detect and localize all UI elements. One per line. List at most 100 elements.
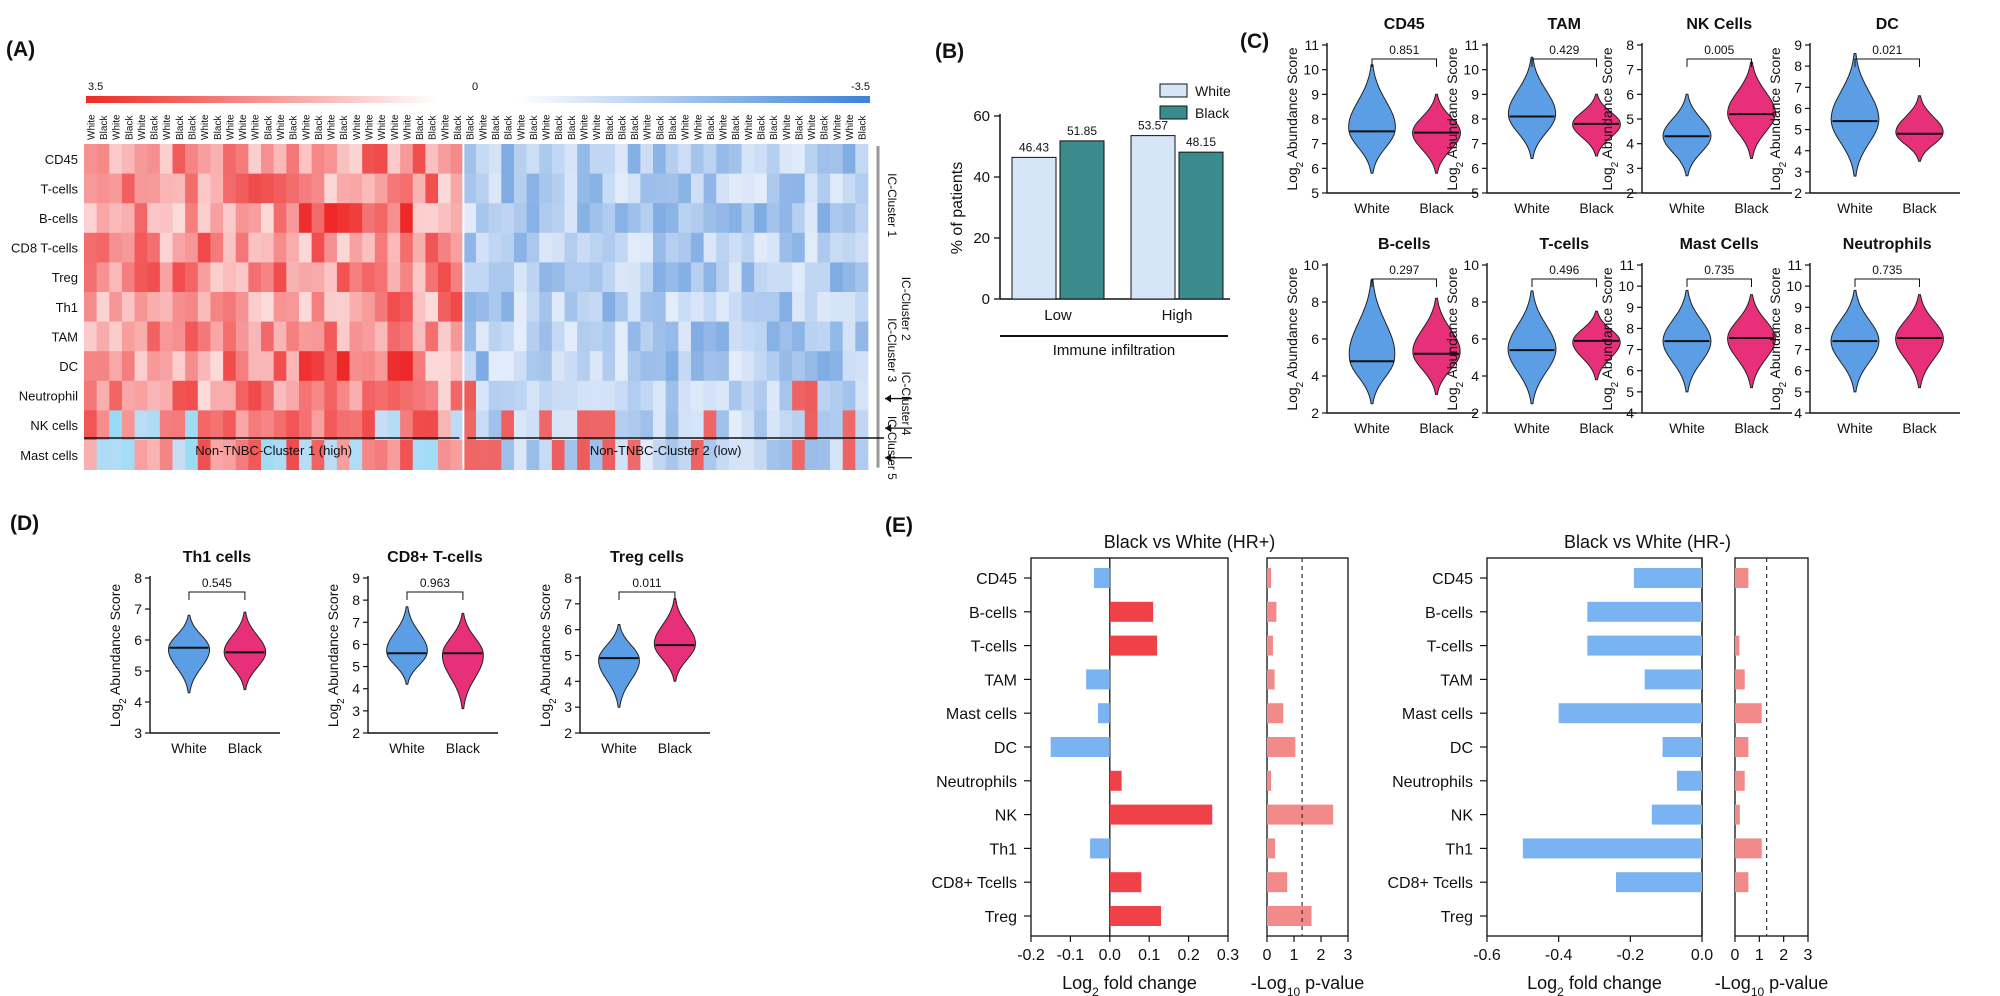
heatmap-cell bbox=[476, 203, 490, 234]
y-tick-label: 3 bbox=[1794, 164, 1802, 180]
heatmap-cell bbox=[185, 440, 199, 470]
heatmap-cell bbox=[349, 232, 363, 263]
y-tick-label: 7 bbox=[564, 596, 572, 612]
heatmap-cell bbox=[792, 321, 806, 352]
y-tick-label: 3 bbox=[564, 699, 572, 715]
x-category-label: High bbox=[1162, 307, 1193, 324]
heatmap-cell bbox=[678, 232, 692, 263]
heatmap-cell bbox=[159, 440, 173, 470]
heatmap-cell bbox=[501, 262, 515, 293]
heatmap-cell bbox=[159, 232, 173, 263]
violin-white bbox=[1348, 279, 1396, 405]
heatmap-cell bbox=[324, 351, 338, 382]
heatmap-cell bbox=[627, 440, 641, 470]
x-tick-label: 0.2 bbox=[1177, 947, 1199, 964]
column-group-label: White bbox=[845, 114, 856, 140]
heatmap-cell bbox=[830, 410, 844, 441]
heatmap-cell bbox=[539, 292, 553, 322]
column-group-label: White bbox=[86, 114, 97, 140]
heatmap-cell bbox=[678, 321, 692, 352]
x-group-label: Black bbox=[658, 740, 693, 756]
heatmap-cell bbox=[589, 173, 603, 204]
heatmap-cell bbox=[185, 173, 199, 204]
y-axis-label: Log2 Abundance Score bbox=[1284, 47, 1306, 191]
heatmap-cell bbox=[602, 321, 616, 352]
heatmap-cell bbox=[703, 144, 717, 174]
heatmap-cell bbox=[741, 262, 755, 293]
heatmap-cell bbox=[615, 292, 629, 322]
y-tick-label: 6 bbox=[1311, 331, 1319, 347]
heatmap-cell bbox=[476, 410, 490, 441]
violin-black bbox=[1572, 93, 1621, 157]
heatmap-cell bbox=[84, 440, 98, 470]
heatmap-cell bbox=[324, 173, 338, 204]
fc-bar bbox=[1086, 669, 1110, 690]
heatmap-cell bbox=[185, 321, 199, 352]
heatmap-cell bbox=[501, 144, 515, 174]
heatmap-cell bbox=[197, 203, 211, 234]
heatmap-cell bbox=[577, 232, 591, 263]
column-group-label: White bbox=[200, 114, 211, 140]
heatmap-cell bbox=[172, 410, 186, 441]
violin-title: T-cells bbox=[1539, 236, 1589, 253]
y-tick-label: 9 bbox=[1471, 86, 1479, 102]
heatmap-cell bbox=[450, 292, 464, 322]
heatmap-cell bbox=[754, 144, 768, 174]
heatmap-cell bbox=[754, 410, 768, 441]
heatmap-cell bbox=[779, 203, 793, 234]
heatmap-cell bbox=[425, 440, 439, 470]
heatmap-cell bbox=[235, 351, 249, 382]
p-value-label: 0.011 bbox=[632, 576, 661, 590]
heatmap-cell bbox=[577, 292, 591, 322]
heatmap-cell bbox=[602, 292, 616, 322]
heatmap-cell bbox=[830, 380, 844, 411]
x-tick-label: 2 bbox=[1317, 947, 1326, 964]
y-tick-label: 7 bbox=[1626, 342, 1634, 358]
heatmap-cell bbox=[804, 232, 818, 263]
heatmap-cell bbox=[716, 292, 730, 322]
heatmap-cell bbox=[438, 292, 452, 322]
violin-title: Th1 cells bbox=[183, 549, 252, 566]
heatmap-cell bbox=[273, 173, 287, 204]
heatmap-cell bbox=[273, 380, 287, 411]
heatmap-cell bbox=[298, 144, 313, 174]
heatmap-cell bbox=[754, 321, 768, 352]
heatmap-cell bbox=[438, 410, 452, 441]
heatmap-cell bbox=[741, 351, 755, 382]
x-tick-label: 0.0 bbox=[1099, 947, 1121, 964]
heatmap-cell bbox=[298, 380, 313, 411]
heatmap-cell bbox=[425, 380, 439, 411]
heatmap-cell bbox=[513, 262, 527, 293]
heatmap-cell bbox=[223, 173, 237, 204]
heatmap-cell bbox=[703, 292, 717, 322]
heatmap-cell bbox=[159, 410, 173, 441]
heatmap-cell bbox=[779, 440, 793, 470]
heatmap-cell bbox=[374, 410, 388, 441]
column-group-label: Black bbox=[124, 115, 135, 140]
column-group-label: White bbox=[719, 114, 730, 140]
heatmap-cell bbox=[248, 173, 262, 204]
category-label: NK bbox=[995, 808, 1018, 825]
heatmap-cell bbox=[235, 380, 249, 411]
heatmap-cell bbox=[450, 173, 464, 204]
heatmap-cell bbox=[640, 321, 654, 352]
heatmap-cell bbox=[817, 440, 831, 470]
heatmap-cell bbox=[286, 380, 300, 411]
heatmap-cell bbox=[779, 144, 793, 174]
violin-white bbox=[1348, 64, 1396, 174]
heatmap-cell bbox=[488, 203, 502, 234]
heatmap-cell bbox=[476, 232, 490, 263]
heatmap-cell bbox=[159, 321, 173, 352]
heatmap-cell bbox=[602, 144, 616, 174]
heatmap-cell bbox=[766, 410, 780, 441]
heatmap-cell bbox=[665, 203, 679, 234]
y-tick-label: 5 bbox=[564, 648, 572, 664]
heatmap-cell bbox=[197, 321, 211, 352]
heatmap-cell bbox=[261, 380, 275, 411]
heatmap-cell bbox=[716, 262, 730, 293]
heatmap-cell bbox=[235, 262, 249, 293]
heatmap-cell bbox=[526, 262, 540, 293]
heatmap-cell bbox=[400, 173, 414, 204]
heatmap-cell bbox=[577, 440, 591, 470]
heatmap-cell bbox=[602, 262, 616, 293]
